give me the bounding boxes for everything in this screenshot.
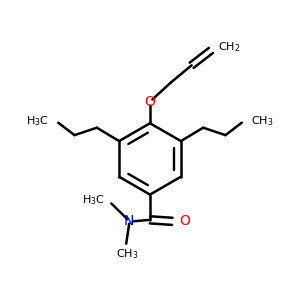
- Text: CH$_2$: CH$_2$: [218, 40, 241, 54]
- Text: N: N: [124, 214, 134, 228]
- Text: H$_3$C: H$_3$C: [82, 194, 105, 207]
- Text: O: O: [145, 95, 155, 109]
- Text: O: O: [179, 214, 190, 228]
- Text: H$_3$C: H$_3$C: [26, 115, 49, 128]
- Text: CH$_3$: CH$_3$: [116, 247, 139, 261]
- Text: CH$_3$: CH$_3$: [251, 115, 273, 128]
